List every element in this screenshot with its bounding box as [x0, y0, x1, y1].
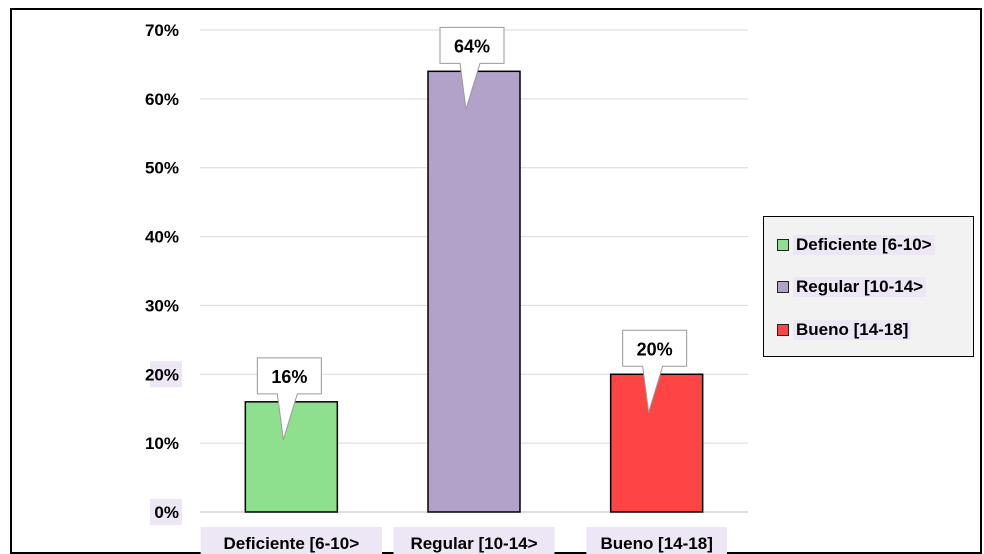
legend-swatch-regular	[777, 281, 789, 293]
legend-item-bueno: Bueno [14-18]	[777, 319, 912, 341]
data-label: 16%	[271, 367, 307, 387]
y-tick-label: 10%	[145, 434, 179, 453]
legend-label-regular: Regular [10-14>	[793, 277, 927, 297]
legend-item-regular: Regular [10-14>	[777, 276, 927, 298]
legend-swatch-deficiente	[777, 239, 789, 251]
legend-item-deficiente: Deficiente [6-10>	[777, 234, 935, 256]
y-tick-label: 70%	[145, 21, 179, 40]
y-tick-highlight	[150, 499, 182, 525]
y-tick-label: 40%	[145, 228, 179, 247]
y-tick-highlight	[150, 361, 182, 388]
x-tick-highlight	[393, 527, 555, 554]
legend-label-bueno: Bueno [14-18]	[793, 320, 912, 340]
x-tick-label: Regular [10-14>	[410, 534, 537, 553]
y-tick-label: 30%	[145, 296, 179, 315]
y-tick-label: 20%	[145, 365, 179, 384]
data-label: 64%	[454, 36, 490, 56]
y-tick-label: 0%	[154, 503, 179, 522]
x-tick-highlight	[200, 527, 383, 554]
y-tick-label: 60%	[145, 90, 179, 109]
data-label-callout	[439, 26, 505, 110]
x-tick-highlight	[586, 527, 727, 554]
legend-swatch-bueno	[777, 324, 789, 336]
legend-label-deficiente: Deficiente [6-10>	[793, 235, 935, 255]
bar	[427, 70, 521, 513]
x-tick-label: Deficiente [6-10>	[224, 534, 360, 553]
data-label: 20%	[637, 339, 673, 359]
data-label-callout	[622, 329, 688, 413]
bar	[609, 373, 704, 513]
legend: Deficiente [6-10> Regular [10-14> Bueno …	[763, 216, 974, 357]
data-label-callout	[256, 357, 322, 440]
bar	[244, 401, 339, 513]
x-tick-label: Bueno [14-18]	[600, 534, 712, 553]
y-tick-label: 50%	[145, 159, 179, 178]
